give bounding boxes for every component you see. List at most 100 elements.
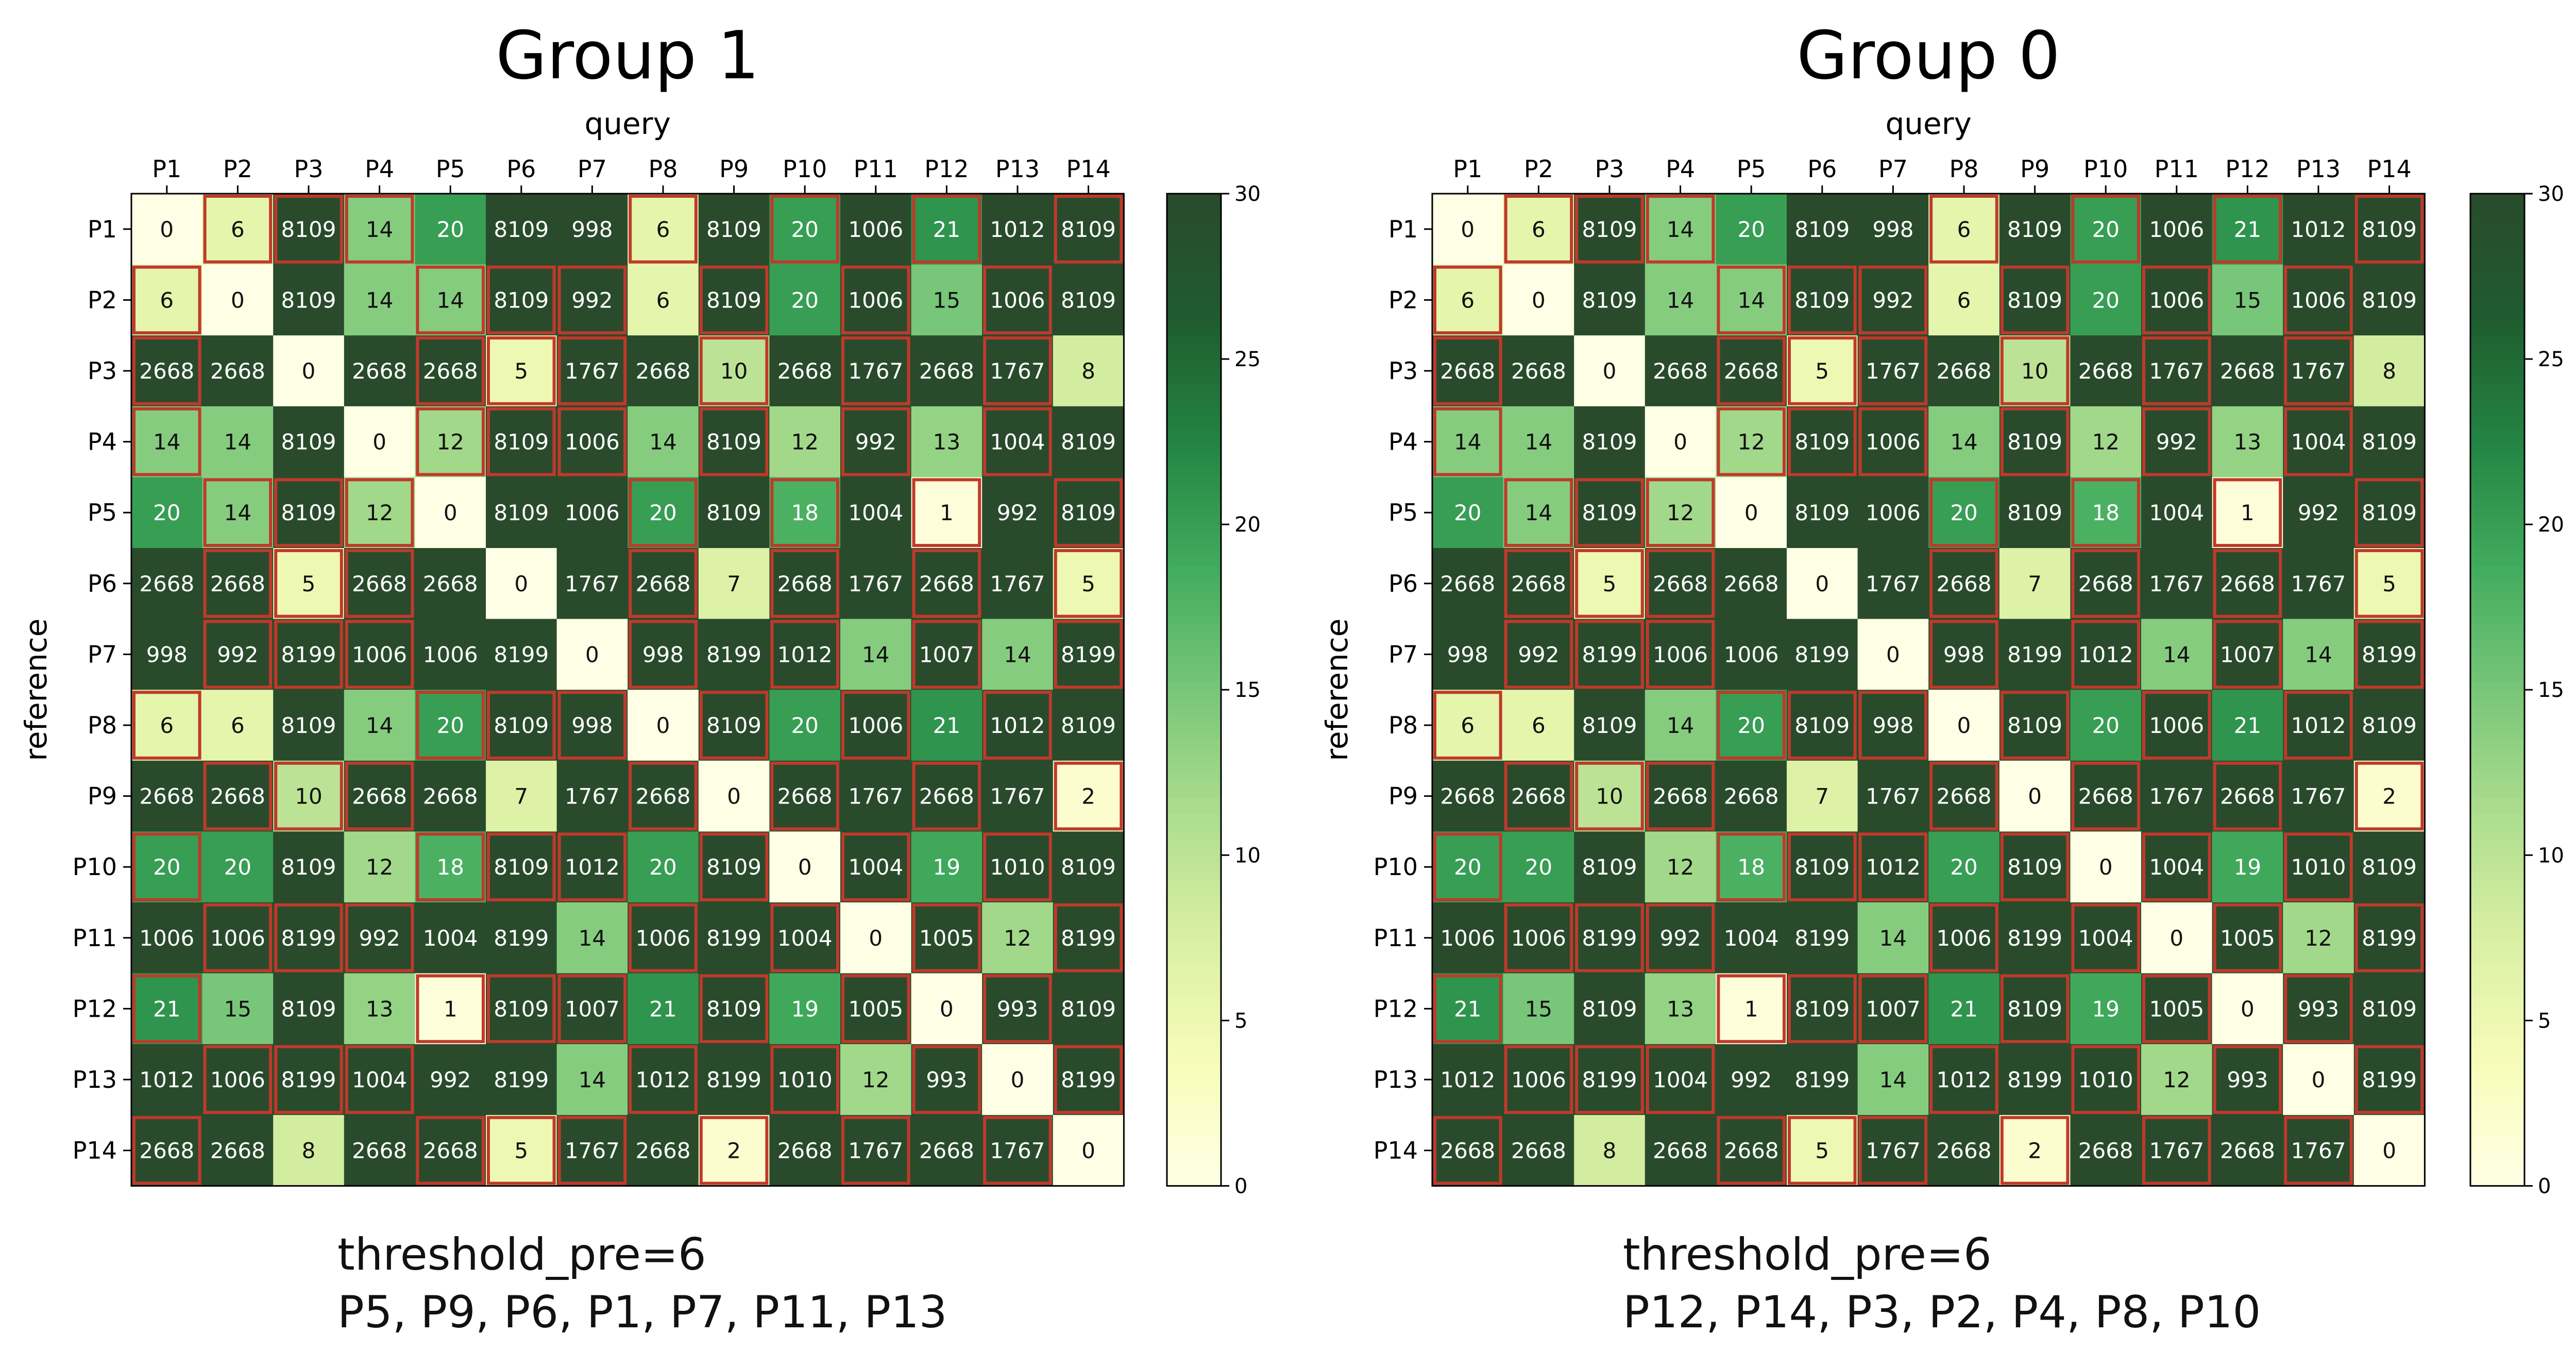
cell-value-label: 7 <box>514 784 528 809</box>
highlight-border <box>699 974 769 1044</box>
heatmap-cell <box>698 902 770 974</box>
heatmap-cell <box>1857 690 1929 761</box>
cell-value-label: 14 <box>224 430 251 455</box>
y-tick-label: P8 <box>88 711 117 739</box>
heatmap-cell <box>344 831 415 903</box>
cell-value-label: 1006 <box>1653 642 1708 667</box>
heatmap-cell <box>1053 406 1124 477</box>
heatmap-cell <box>840 335 912 407</box>
cell-value-label: 13 <box>2234 430 2261 455</box>
heatmap-cell <box>1053 690 1124 761</box>
cell-value-label: 20 <box>2092 287 2119 313</box>
cell-value-label: 998 <box>1872 713 1913 738</box>
cell-value-label: 1767 <box>565 571 620 596</box>
colorbar-segment <box>1167 251 1221 261</box>
heatmap-cell <box>2353 1115 2425 1186</box>
cell-value-label: 6 <box>160 287 174 313</box>
cell-value-label: 0 <box>869 926 883 951</box>
heatmap-cell <box>911 973 982 1045</box>
cell-value-label: 8199 <box>1582 926 1637 951</box>
cell-value-label: 2 <box>2028 1138 2042 1164</box>
heatmap-cell <box>1574 1115 1646 1186</box>
colorbar-segment <box>2470 251 2524 261</box>
cell-value-label: 8109 <box>1582 713 1637 738</box>
heatmap-cell <box>1503 1115 1574 1186</box>
cell-value-label: 0 <box>231 287 245 313</box>
colorbar-segment <box>2470 260 2524 269</box>
cell-value-label: 6 <box>1957 287 1971 313</box>
colorbar-segment <box>2470 631 2524 641</box>
x-tick-label: P5 <box>1737 155 1766 183</box>
x-tick-label: P4 <box>365 155 394 183</box>
highlight-border <box>629 903 698 972</box>
cell-value-label: 1 <box>444 996 457 1021</box>
cell-value-label: 2668 <box>1440 571 1495 596</box>
y-tick-label: P6 <box>88 570 117 597</box>
highlight-border <box>1929 195 1998 264</box>
colorbar-segment <box>1167 293 1221 302</box>
highlight-border <box>345 195 414 264</box>
heatmap-cell <box>556 619 628 690</box>
colorbar-segment <box>1167 996 1221 1005</box>
x-tick-label: P4 <box>1666 155 1695 183</box>
cell-value-label: 6 <box>1461 287 1475 313</box>
heatmap-cell <box>2212 619 2283 690</box>
heatmap-cell <box>982 973 1054 1045</box>
heatmap-cell <box>2141 1044 2213 1116</box>
cell-value-label: 2668 <box>139 571 194 596</box>
heatmap-cell <box>486 973 557 1045</box>
heatmap-cell <box>1999 690 2071 761</box>
cell-value-label: 1767 <box>2291 784 2346 809</box>
colorbar-segment <box>2470 1136 2524 1145</box>
highlight-border <box>1929 549 1998 618</box>
cell-value-label: 8109 <box>2007 500 2062 525</box>
colorbar-segment <box>1167 425 1221 434</box>
cell-value-label: 1012 <box>2291 217 2346 242</box>
x-tick-label: P14 <box>2367 155 2411 183</box>
highlight-border <box>2213 620 2282 689</box>
heatmap-cell <box>1053 1115 1124 1186</box>
colorbar-segment <box>2470 450 2524 459</box>
cell-value-label: 1004 <box>352 1067 407 1092</box>
cell-value-label: 2668 <box>352 358 407 384</box>
heatmap-cell <box>2070 902 2142 974</box>
heatmap-cell <box>2212 690 2283 761</box>
colorbar-segment <box>2470 284 2524 294</box>
x-tick-label: P10 <box>2083 155 2128 183</box>
heatmap-cell <box>1787 690 1858 761</box>
heatmap-cell <box>2212 1115 2283 1186</box>
cell-value-label: 8 <box>2382 358 2396 384</box>
heatmap-cell <box>1053 619 1124 690</box>
cell-value-label: 0 <box>2099 854 2113 880</box>
cell-value-label: 20 <box>1737 217 1765 242</box>
x-tick-label: P10 <box>783 155 827 183</box>
heatmap-cell <box>202 1115 274 1186</box>
heatmap-cell <box>2070 619 2142 690</box>
heatmap-cell <box>202 619 274 690</box>
highlight-border <box>1054 620 1123 689</box>
cell-value-label: 12 <box>366 854 393 880</box>
x-tick-label: P12 <box>2225 155 2269 183</box>
highlight-border <box>345 620 414 689</box>
highlight-border <box>2284 1116 2353 1185</box>
colorbar-segment <box>1167 1078 1221 1087</box>
cell-value-label: 1012 <box>565 854 620 880</box>
heatmap-cell <box>131 973 203 1045</box>
cell-value-label: 0 <box>727 784 741 809</box>
highlight-border <box>203 478 273 548</box>
highlight-border <box>274 903 343 972</box>
cell-value-label: 0 <box>514 571 528 596</box>
highlight-border <box>770 195 840 264</box>
cell-value-label: 1006 <box>848 713 903 738</box>
cell-value-label: 1767 <box>565 358 620 384</box>
y-tick-label: P13 <box>1374 1066 1418 1093</box>
heatmap-cell <box>769 194 841 265</box>
colorbar-segment <box>1167 243 1221 252</box>
cell-value-label: 10 <box>295 784 322 809</box>
heatmap-cell <box>2212 902 2283 974</box>
heatmap-cell <box>911 194 982 265</box>
cell-value-label: 5 <box>1815 358 1829 384</box>
highlight-border <box>1504 549 1573 618</box>
heatmap-cell <box>1999 760 2071 832</box>
cell-value-label: 8199 <box>1061 642 1116 667</box>
